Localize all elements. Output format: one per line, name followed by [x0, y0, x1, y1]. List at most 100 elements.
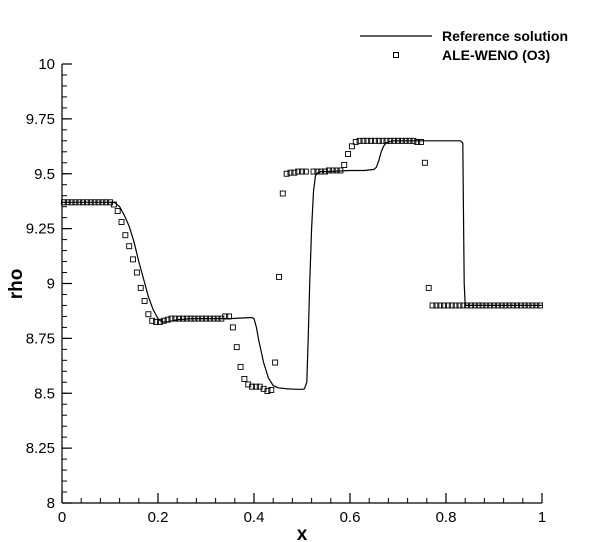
- ale-weno-point: [387, 137, 394, 144]
- ale-weno-point: [391, 137, 398, 144]
- y-tick-label: 8.75: [26, 330, 55, 347]
- ale-weno-point: [272, 359, 279, 366]
- reference-solution-line: [62, 140, 542, 390]
- ale-weno-point: [114, 208, 121, 215]
- ale-weno-point: [268, 387, 275, 393]
- ale-weno-point: [130, 256, 136, 263]
- ale-weno-point: [494, 302, 501, 309]
- y-tick-label: 8.5: [34, 385, 55, 402]
- ale-weno-point: [141, 298, 148, 305]
- ale-weno-point: [214, 315, 221, 322]
- ale-weno-point: [468, 302, 474, 309]
- ale-weno-point: [145, 311, 152, 318]
- ale-weno-point: [491, 302, 497, 309]
- ale-weno-point: [229, 324, 236, 331]
- x-tick-label: 0.8: [436, 509, 457, 526]
- ale-weno-point: [195, 315, 202, 322]
- ale-weno-point: [122, 232, 129, 239]
- ale-weno-point: [241, 376, 248, 382]
- ale-weno-point: [126, 243, 133, 250]
- ale-weno-point: [180, 315, 186, 322]
- ale-weno-point: [237, 363, 244, 370]
- y-tick-label: 8.25: [26, 440, 55, 457]
- ale-weno-point: [95, 199, 102, 206]
- ale-weno-point: [314, 168, 321, 175]
- ale-weno-point: [537, 302, 544, 309]
- ale-weno-point: [372, 137, 378, 144]
- series-layer: [60, 137, 544, 395]
- ale-weno-point: [210, 315, 217, 322]
- y-tick-label: 8: [47, 495, 55, 512]
- ale-weno-point: [329, 167, 336, 174]
- ale-weno-point: [456, 302, 463, 309]
- y-axis-title: rho: [6, 269, 27, 300]
- ale-weno-point: [471, 302, 478, 309]
- ale-weno-point: [172, 315, 179, 322]
- ale-weno-point: [360, 137, 367, 144]
- ale-weno-point: [479, 302, 486, 309]
- x-tick-label: 0.4: [244, 509, 265, 526]
- ale-weno-point: [368, 137, 375, 144]
- ale-weno-point: [448, 302, 455, 309]
- y-tick-label: 9: [47, 276, 55, 293]
- ale-weno-point: [137, 284, 144, 291]
- ale-weno-point: [187, 315, 194, 322]
- ale-weno-point: [460, 302, 467, 309]
- ale-weno-point: [264, 388, 271, 395]
- ale-weno-point: [533, 302, 540, 309]
- x-tick-label: 0.2: [148, 509, 169, 526]
- y-tick-label: 10: [38, 56, 55, 73]
- ale-weno-point: [429, 302, 436, 309]
- ale-weno-point: [276, 273, 282, 280]
- ale-weno-point: [514, 302, 520, 309]
- ale-weno-point: [444, 302, 451, 309]
- ale-weno-point: [80, 199, 87, 206]
- ale-weno-point: [318, 168, 325, 175]
- ale-weno-point: [133, 269, 140, 276]
- ale-weno-point: [464, 302, 471, 309]
- ale-weno-point: [356, 137, 363, 144]
- ale-weno-point: [498, 302, 505, 309]
- ale-weno-point: [176, 315, 183, 322]
- ale-weno-point: [414, 138, 421, 145]
- ale-weno-point: [191, 315, 198, 322]
- ale-weno-point: [226, 313, 232, 320]
- ale-weno-point: [310, 168, 317, 175]
- ale-weno-point: [249, 383, 256, 390]
- ale-weno-point: [402, 137, 409, 144]
- ale-weno-point: [379, 137, 386, 144]
- legend-label-reference: Reference solution: [442, 28, 568, 44]
- ale-weno-point: [325, 167, 332, 174]
- ale-weno-point: [203, 315, 209, 322]
- x-axis-title: x: [297, 524, 308, 542]
- ale-weno-point: [110, 201, 117, 208]
- ale-weno-point: [87, 199, 94, 206]
- ale-weno-point: [322, 168, 328, 175]
- x-tick-label: 0.6: [340, 509, 361, 526]
- ale-weno-point: [333, 167, 340, 174]
- ale-weno-point: [410, 137, 417, 144]
- ale-weno-point: [252, 383, 259, 390]
- legend-label-ale-weno: ALE-WENO (O3): [442, 47, 550, 63]
- ale-weno-point: [425, 284, 432, 291]
- ale-weno-point: [302, 168, 309, 175]
- ale-weno-point: [437, 302, 444, 309]
- ale-weno-point: [291, 169, 298, 176]
- ale-weno-point: [99, 199, 106, 206]
- ale-weno-point: [199, 315, 206, 322]
- legend-marker-sample: [393, 52, 399, 58]
- ale-weno-point: [233, 344, 240, 351]
- ale-weno-point: [364, 137, 371, 144]
- y-tick-label: 9.75: [26, 111, 55, 128]
- axes-frame: [61, 64, 542, 504]
- ale-weno-point: [345, 151, 352, 157]
- ale-weno-point: [283, 170, 290, 177]
- ale-weno-point: [287, 169, 294, 176]
- ale-weno-point: [91, 199, 98, 206]
- ale-weno-point: [441, 302, 448, 309]
- legend: Reference solution ALE-WENO (O3): [360, 28, 568, 63]
- ale-weno-point: [279, 190, 286, 197]
- ale-weno-point: [337, 167, 344, 174]
- y-tick-label: 9.5: [34, 166, 55, 183]
